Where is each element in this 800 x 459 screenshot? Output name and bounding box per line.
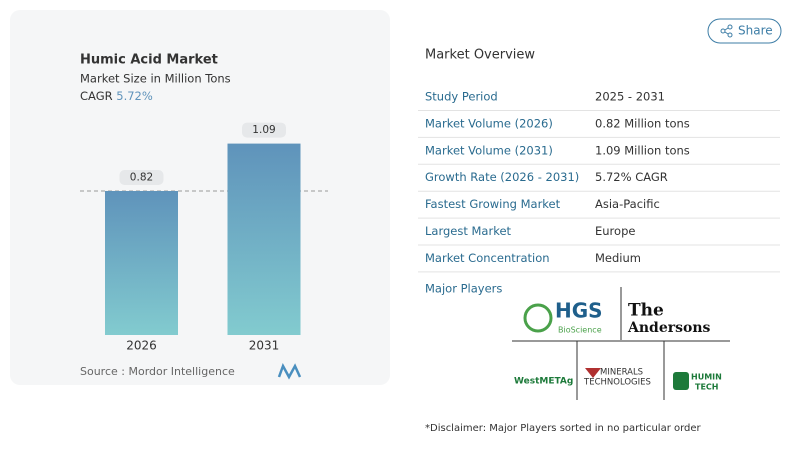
player-logo: HUMIN xyxy=(691,373,722,382)
brand-icon xyxy=(277,362,302,380)
row-value: 5.72% CAGR xyxy=(595,170,668,184)
row-label: Fastest Growing Market xyxy=(425,197,561,211)
player-logo: BioScience xyxy=(558,326,602,335)
chart-subtitle: Market Size in Million Tons xyxy=(80,72,231,86)
overview-title: Market Overview xyxy=(425,48,535,63)
player-logo: MINERALS xyxy=(600,368,643,378)
row-label: Market Concentration xyxy=(425,251,550,265)
player-logo: TECH xyxy=(695,383,719,392)
humintech-logo-mark xyxy=(673,372,689,390)
row-label: Study Period xyxy=(425,90,498,104)
player-logo: Andersons xyxy=(627,320,711,336)
chart-title: Humic Acid Market xyxy=(80,53,218,68)
share-label: Share xyxy=(738,24,773,38)
row-value: 0.82 Million tons xyxy=(595,116,690,130)
row-value: 2025 - 2031 xyxy=(595,90,665,104)
row-value: Europe xyxy=(595,224,635,238)
row-label: Largest Market xyxy=(425,224,512,238)
row-label: Market Volume (2026) xyxy=(425,116,553,130)
row-label: Market Volume (2031) xyxy=(425,143,553,157)
share-button[interactable] xyxy=(707,18,782,44)
value-label: 1.09 xyxy=(252,124,275,136)
player-logo: HGS xyxy=(555,299,603,323)
hgs-logo-mark xyxy=(523,303,553,333)
x-tick-label: 2026 xyxy=(126,339,157,353)
share-icon xyxy=(720,24,733,38)
source: Source : Mordor Intelligence xyxy=(80,365,235,378)
players-grid xyxy=(512,287,730,400)
row-value: Asia-Pacific xyxy=(595,197,660,211)
player-logo: WestMETAg xyxy=(514,377,573,387)
players-title: Major Players xyxy=(425,282,502,296)
x-tick-label: 2031 xyxy=(249,339,280,353)
bar xyxy=(105,191,178,335)
row-label: Growth Rate (2026 - 2031) xyxy=(425,170,579,184)
minerals-logo-mark xyxy=(585,368,601,378)
value-label-box xyxy=(242,122,286,138)
cagr-label: CAGR xyxy=(80,89,113,103)
cagr-text: CAGR 5.72% xyxy=(80,89,153,103)
disclaimer: *Disclaimer: Major Players sorted in no … xyxy=(425,423,702,434)
cagr-value: 5.72% xyxy=(116,89,153,103)
value-label: 0.82 xyxy=(130,172,153,184)
bar xyxy=(227,143,301,335)
player-logo: TECHNOLOGIES xyxy=(583,378,651,388)
row-value: 1.09 Million tons xyxy=(595,143,690,157)
value-label-box xyxy=(119,170,164,186)
row-value: Medium xyxy=(595,251,641,265)
player-logo: The xyxy=(628,301,664,321)
